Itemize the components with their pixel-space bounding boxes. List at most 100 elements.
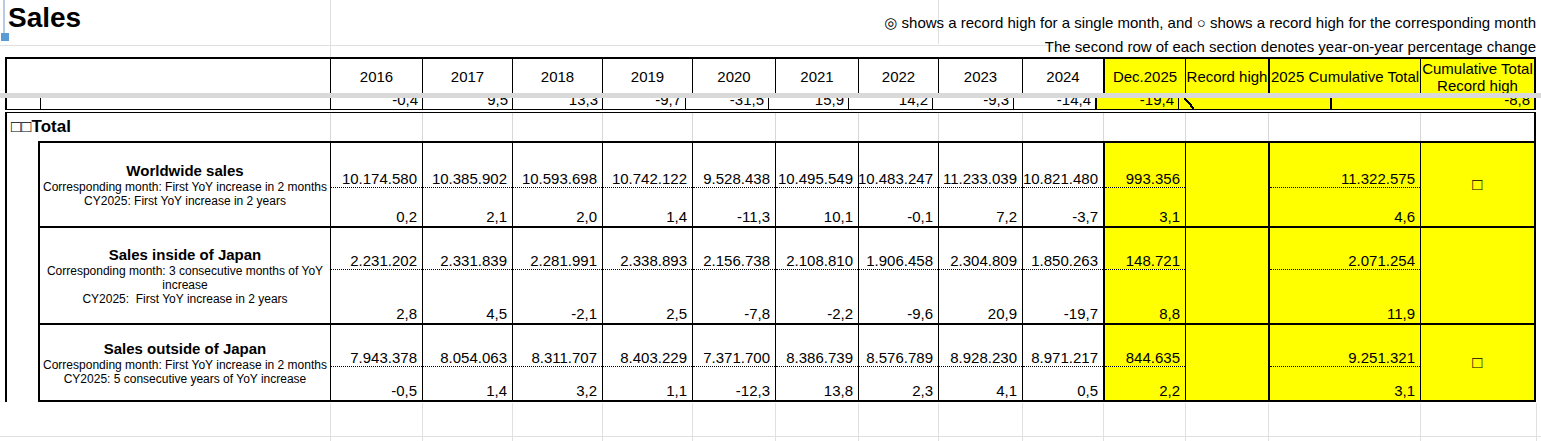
out-value-2020[interactable]: 7.371.700: [693, 325, 775, 367]
in-yoy-2020[interactable]: -7,8: [693, 270, 775, 323]
out-yoy-2018[interactable]: 3,2: [513, 367, 602, 400]
yoy-note-legend[interactable]: The second row of each section denotes y…: [1045, 38, 1536, 55]
in-value-2017[interactable]: 2.331.839: [423, 228, 512, 270]
ww-yoy-2021[interactable]: 10,1: [776, 188, 858, 226]
out-cumulative-yoy[interactable]: 3,1: [1270, 367, 1420, 400]
ww-value-2022[interactable]: 10.483.247: [859, 143, 938, 188]
ww-value-2019[interactable]: 10.742.122: [603, 143, 692, 188]
header-2025-cumulative-total[interactable]: 2025 Cumulative Total: [1268, 59, 1420, 94]
ww-yoy-2017[interactable]: 2,1: [423, 188, 512, 226]
header-year-2024[interactable]: 2024: [1022, 59, 1103, 94]
ww-cumulative-record-cell[interactable]: □: [1420, 143, 1534, 226]
ww-value-2017[interactable]: 10.385.902: [423, 143, 512, 188]
in-value-dec2025[interactable]: 148.721: [1105, 228, 1185, 270]
out-yoy-2024[interactable]: 0,5: [1023, 367, 1103, 400]
header-year-2018[interactable]: 2018: [512, 59, 602, 94]
ww-cumulative-value[interactable]: 11.322.575: [1270, 143, 1420, 188]
out-yoy-2023[interactable]: 4,1: [939, 367, 1022, 400]
out-cumulative-value[interactable]: 9.251.321: [1270, 325, 1420, 367]
out-value-2018[interactable]: 8.311.707: [513, 325, 602, 367]
in-yoy-2016[interactable]: 2,8: [331, 270, 422, 323]
out-record-high-cell[interactable]: [1185, 325, 1268, 400]
in-record-high-cell[interactable]: [1185, 228, 1268, 323]
ww-yoy-2016[interactable]: 0,2: [331, 188, 422, 226]
ww-cumulative-yoy[interactable]: 4,6: [1270, 188, 1420, 226]
header-dec-2025[interactable]: Dec.2025: [1103, 59, 1185, 94]
ww-value-dec2025[interactable]: 993.356: [1105, 143, 1185, 188]
in-cumulative-record-cell[interactable]: [1420, 228, 1534, 323]
header-cumulative-total-record-high[interactable]: Cumulative Total Record high: [1420, 59, 1534, 94]
out-yoy-2017[interactable]: 1,4: [423, 367, 512, 400]
header-record-high[interactable]: Record high: [1185, 59, 1268, 94]
in-cumulative-value[interactable]: 2.071.254: [1270, 228, 1420, 270]
total-empty-cell[interactable]: [938, 113, 1022, 141]
total-empty-cell[interactable]: [1022, 113, 1103, 141]
total-empty-cell[interactable]: [1268, 113, 1420, 141]
out-yoy-2020[interactable]: -12,3: [693, 367, 775, 400]
outside-japan-label[interactable]: Sales outside of Japan Corresponding mon…: [40, 325, 330, 400]
out-yoy-2016[interactable]: -0,5: [331, 367, 422, 400]
ww-value-2023[interactable]: 11.233.039: [939, 143, 1022, 188]
out-value-dec2025[interactable]: 844.635: [1105, 325, 1185, 367]
ww-value-2024[interactable]: 10.821.480: [1023, 143, 1103, 188]
in-value-2018[interactable]: 2.281.991: [513, 228, 602, 270]
total-empty-cell[interactable]: [1420, 113, 1534, 141]
out-value-2023[interactable]: 8.928.230: [939, 325, 1022, 367]
total-empty-cell[interactable]: [1185, 113, 1268, 141]
total-empty-cell[interactable]: [512, 113, 602, 141]
in-value-2024[interactable]: 1.850.263: [1023, 228, 1103, 270]
total-section-label[interactable]: □□Total: [7, 113, 330, 141]
total-empty-cell[interactable]: [602, 113, 692, 141]
in-yoy-2017[interactable]: 4,5: [423, 270, 512, 323]
total-empty-cell[interactable]: [422, 113, 512, 141]
header-year-2023[interactable]: 2023: [938, 59, 1022, 94]
in-yoy-2019[interactable]: 2,5: [603, 270, 692, 323]
in-value-2022[interactable]: 1.906.458: [859, 228, 938, 270]
out-value-2021[interactable]: 8.386.739: [776, 325, 858, 367]
in-yoy-2023[interactable]: 20,9: [939, 270, 1022, 323]
out-yoy-2021[interactable]: 13,8: [776, 367, 858, 400]
header-year-2022[interactable]: 2022: [858, 59, 938, 94]
header-year-2016[interactable]: 2016: [330, 59, 422, 94]
in-value-2021[interactable]: 2.108.810: [776, 228, 858, 270]
header-year-2019[interactable]: 2019: [602, 59, 692, 94]
total-empty-cell[interactable]: [775, 113, 858, 141]
ww-record-high-cell[interactable]: [1185, 143, 1268, 226]
in-yoy-2018[interactable]: -2,1: [513, 270, 602, 323]
in-yoy-2021[interactable]: -2,2: [776, 270, 858, 323]
ww-yoy-2024[interactable]: -3,7: [1023, 188, 1103, 226]
in-yoy-2024[interactable]: -19,7: [1023, 270, 1103, 323]
ww-value-2018[interactable]: 10.593.698: [513, 143, 602, 188]
in-yoy-dec2025[interactable]: 8,8: [1105, 270, 1185, 323]
selection-handle-square[interactable]: [1, 33, 9, 41]
out-value-2022[interactable]: 8.576.789: [859, 325, 938, 367]
in-value-2020[interactable]: 2.156.738: [693, 228, 775, 270]
total-empty-cell[interactable]: [1103, 113, 1185, 141]
header-year-2020[interactable]: 2020: [692, 59, 775, 94]
in-cumulative-yoy[interactable]: 11,9: [1270, 270, 1420, 323]
out-yoy-2019[interactable]: 1,1: [603, 367, 692, 400]
ww-value-2016[interactable]: 10.174.580: [331, 143, 422, 188]
out-value-2024[interactable]: 8.971.217: [1023, 325, 1103, 367]
out-cumulative-record-cell[interactable]: □: [1420, 325, 1534, 400]
total-empty-cell[interactable]: [692, 113, 775, 141]
inside-japan-label[interactable]: Sales inside of Japan Corresponding mont…: [40, 228, 330, 323]
ww-yoy-2020[interactable]: -11,3: [693, 188, 775, 226]
out-value-2017[interactable]: 8.054.063: [423, 325, 512, 367]
ww-yoy-2019[interactable]: 1,4: [603, 188, 692, 226]
ww-value-2020[interactable]: 9.528.438: [693, 143, 775, 188]
total-empty-cell[interactable]: [858, 113, 938, 141]
ww-yoy-2023[interactable]: 7,2: [939, 188, 1022, 226]
ww-yoy-dec2025[interactable]: 3,1: [1105, 188, 1185, 226]
header-year-2017[interactable]: 2017: [422, 59, 512, 94]
record-high-legend[interactable]: ◎ shows a record high for a single month…: [884, 14, 1536, 32]
in-yoy-2022[interactable]: -9,6: [859, 270, 938, 323]
frozen-pane-divider[interactable]: [0, 93, 1541, 98]
out-value-2016[interactable]: 7.943.378: [331, 325, 422, 367]
out-value-2019[interactable]: 8.403.229: [603, 325, 692, 367]
ww-value-2021[interactable]: 10.495.549: [776, 143, 858, 188]
ww-yoy-2018[interactable]: 2,0: [513, 188, 602, 226]
page-title[interactable]: Sales: [8, 2, 81, 34]
out-yoy-dec2025[interactable]: 2,2: [1105, 367, 1185, 400]
header-year-2021[interactable]: 2021: [775, 59, 858, 94]
